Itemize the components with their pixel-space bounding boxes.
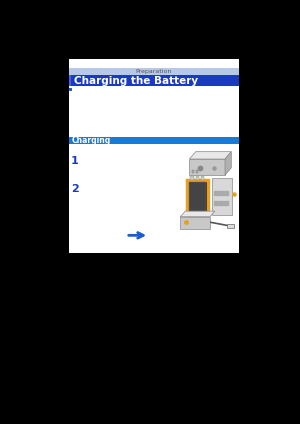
FancyBboxPatch shape	[191, 170, 194, 173]
Text: Preparation: Preparation	[136, 69, 172, 74]
FancyBboxPatch shape	[69, 59, 239, 253]
FancyBboxPatch shape	[69, 137, 239, 144]
FancyBboxPatch shape	[212, 178, 232, 215]
FancyBboxPatch shape	[190, 176, 194, 180]
FancyBboxPatch shape	[180, 217, 210, 229]
Polygon shape	[180, 211, 215, 217]
FancyBboxPatch shape	[69, 75, 239, 86]
Text: 1: 1	[71, 156, 79, 166]
FancyBboxPatch shape	[227, 224, 234, 228]
FancyBboxPatch shape	[69, 68, 239, 75]
Polygon shape	[189, 152, 231, 159]
FancyBboxPatch shape	[188, 180, 208, 214]
Text: 2: 2	[71, 184, 79, 194]
FancyBboxPatch shape	[201, 176, 204, 180]
FancyBboxPatch shape	[196, 170, 198, 173]
FancyBboxPatch shape	[189, 159, 225, 175]
Polygon shape	[225, 152, 231, 175]
FancyBboxPatch shape	[69, 75, 71, 86]
Text: Charging the Battery: Charging the Battery	[74, 75, 198, 86]
Text: Charging: Charging	[72, 136, 111, 145]
FancyBboxPatch shape	[196, 176, 199, 180]
FancyBboxPatch shape	[69, 89, 72, 91]
FancyBboxPatch shape	[189, 182, 206, 211]
